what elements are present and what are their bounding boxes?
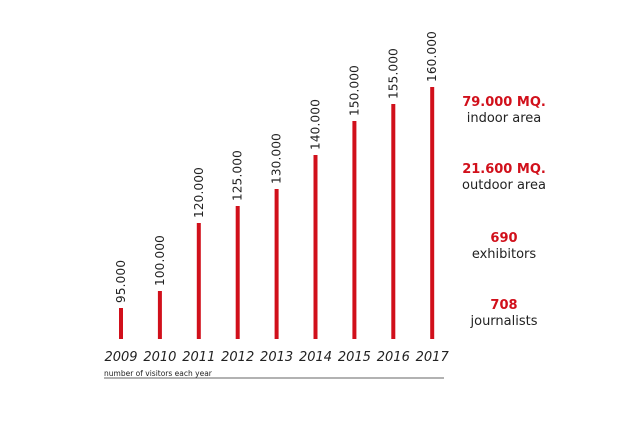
year-label-2010: 2010 (143, 350, 176, 365)
year-label-2009: 2009 (104, 350, 137, 365)
stat-value: 708 (490, 298, 518, 313)
value-label-2014: 140.000 (309, 99, 323, 150)
year-label-2015: 2015 (338, 350, 371, 365)
bar-2011 (196, 223, 201, 339)
bar-2013 (274, 189, 279, 339)
bar-2017 (430, 87, 435, 339)
bar-2009 (119, 308, 123, 339)
year-label-2013: 2013 (260, 350, 293, 365)
year-label-2014: 2014 (299, 350, 332, 365)
bar-2010 (157, 291, 162, 339)
value-label-2010: 100.000 (153, 235, 167, 286)
year-label-2016: 2016 (377, 350, 410, 365)
value-label-2012: 125.000 (231, 150, 245, 201)
stat-label: exhibitors (471, 247, 537, 262)
value-label-2013: 130.000 (270, 133, 284, 184)
year-label-2017: 2017 (416, 350, 450, 365)
x-axis-caption: number of visitors each year (104, 369, 213, 378)
bar-2015 (352, 121, 357, 339)
bar-2012 (235, 206, 240, 339)
stat-value: 79.000 MQ. (462, 95, 546, 110)
stat-journalists: 708 journalists (448, 298, 560, 330)
stat-label: outdoor area (462, 178, 546, 193)
stat-label: journalists (470, 314, 538, 329)
value-label-2009: 95.000 (114, 260, 128, 303)
year-label-2011: 2011 (182, 350, 215, 365)
stat-exhibitors: 690 exhibitors (448, 231, 560, 263)
bar-2016 (391, 104, 396, 339)
value-label-2011: 120.000 (192, 167, 206, 218)
value-label-2017: 160.000 (425, 31, 439, 82)
stat-label: indoor area (466, 111, 542, 126)
year-label-2012: 2012 (221, 350, 254, 365)
value-label-2016: 155.000 (386, 48, 400, 99)
value-label-2015: 150.000 (347, 65, 361, 116)
bar-2014 (313, 155, 318, 339)
stat-value: 21.600 MQ. (462, 162, 546, 177)
stat-value: 690 (490, 231, 518, 246)
stat-outdoor-area: 21.600 MQ. outdoor area (448, 162, 560, 194)
stat-indoor-area: 79.000 MQ. indoor area (448, 95, 560, 127)
